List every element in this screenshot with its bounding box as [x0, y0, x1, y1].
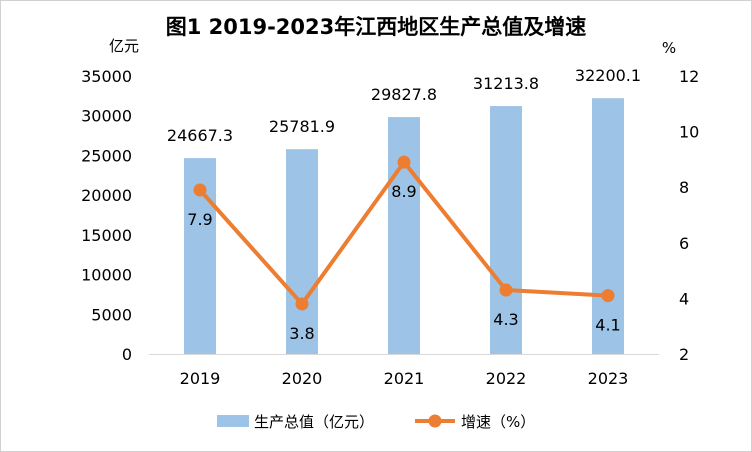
- bar-gdp-2020: [286, 149, 318, 354]
- line-point-growth-2019: [193, 183, 207, 197]
- y-right-tick-label: 10: [679, 123, 699, 142]
- y-left-tick-label: 25000: [81, 146, 132, 165]
- bar-gdp-2022: [490, 106, 522, 354]
- x-tick-label: 2019: [180, 369, 221, 388]
- line-point-growth-2023: [601, 289, 615, 303]
- bar-data-label: 29827.8: [371, 85, 437, 104]
- x-tick-label: 2021: [384, 369, 425, 388]
- y-right-tick-label: 8: [679, 178, 689, 197]
- x-tick-label: 2022: [486, 369, 527, 388]
- y-left-tick-label: 5000: [91, 305, 132, 324]
- line-point-growth-2022: [499, 283, 513, 297]
- line-point-growth-2020: [295, 297, 309, 311]
- line-point-growth-2021: [397, 155, 411, 169]
- y-right-tick-label: 12: [679, 67, 699, 86]
- line-data-label: 8.9: [391, 182, 416, 201]
- y-left-tick-label: 10000: [81, 266, 132, 285]
- y-left-tick-label: 20000: [81, 186, 132, 205]
- legend-swatch-gdp: [217, 415, 249, 427]
- x-tick-label: 2023: [588, 369, 629, 388]
- chart-title: 图1 2019-2023年江西地区生产总值及增速: [165, 15, 587, 39]
- y-left-tick-label: 30000: [81, 107, 132, 126]
- y-left-tick-label: 15000: [81, 226, 132, 245]
- bar-data-label: 24667.3: [167, 126, 233, 145]
- legend-label-gdp: 生产总值（亿元）: [254, 413, 374, 431]
- y-right-axis-label: %: [662, 39, 676, 57]
- bar-data-label: 25781.9: [269, 117, 335, 136]
- y-right-tick-label: 6: [679, 234, 689, 253]
- line-data-label: 3.8: [289, 324, 314, 343]
- bar-data-label: 32200.1: [575, 66, 641, 85]
- y-right-tick-label: 4: [679, 289, 689, 308]
- bar-gdp-2021: [388, 117, 420, 354]
- line-data-label: 4.3: [493, 310, 518, 329]
- legend-marker-growth: [428, 414, 442, 428]
- y-left-tick-label: 0: [122, 345, 132, 364]
- line-data-label: 7.9: [187, 210, 212, 229]
- y-right-tick-label: 2: [679, 345, 689, 364]
- bar-data-label: 31213.8: [473, 74, 539, 93]
- bar-gdp-2023: [592, 98, 624, 355]
- y-left-tick-label: 35000: [81, 67, 132, 86]
- y-left-axis-label: 亿元: [109, 37, 139, 55]
- line-data-label: 4.1: [595, 316, 620, 335]
- legend-label-growth: 增速（%）: [461, 413, 535, 431]
- x-tick-label: 2020: [282, 369, 323, 388]
